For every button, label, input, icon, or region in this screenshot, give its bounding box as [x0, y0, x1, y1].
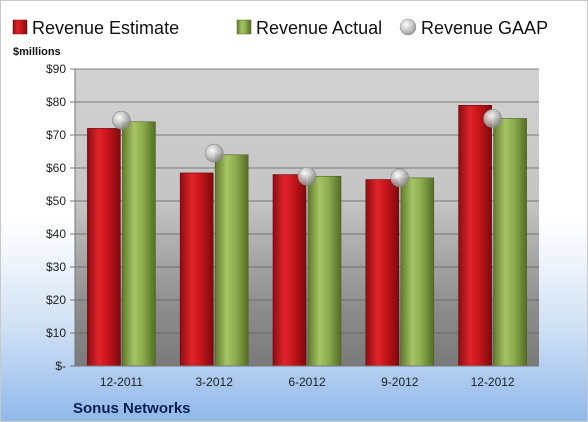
bar-revenue-actual — [400, 177, 435, 367]
y-axis-unit-label: $millions — [13, 46, 61, 58]
company-name: Sonus Networks — [73, 400, 191, 417]
marker-revenue-gaap — [297, 166, 317, 186]
marker-revenue-gaap — [390, 168, 410, 188]
bar-revenue-estimate — [87, 128, 121, 367]
legend-item-gaap: Revenue GAAP — [399, 18, 548, 38]
marker-revenue-gaap — [204, 143, 224, 163]
y-axis-ticks: $- $10 $20 $30 $40 $50 $60 $70 $80 $90 — [46, 62, 75, 373]
legend-label-gaap: Revenue GAAP — [421, 18, 548, 38]
legend-label-estimate: Revenue Estimate — [32, 18, 179, 38]
y-tick-label: $90 — [46, 62, 66, 76]
bar-revenue-actual — [122, 121, 156, 367]
y-tick-label: $60 — [46, 161, 66, 175]
y-tick-label: $10 — [46, 326, 66, 340]
x-tick-label: 12-2012 — [471, 375, 515, 389]
bar-revenue-estimate — [458, 105, 492, 367]
y-tick-label: $- — [55, 359, 66, 373]
x-tick-label: 9-2012 — [381, 375, 419, 389]
x-tick-label: 12-2011 — [100, 375, 143, 389]
y-tick-label: $80 — [46, 95, 66, 109]
bars — [87, 105, 527, 367]
x-tick-label: 6-2012 — [288, 375, 326, 389]
legend-label-actual: Revenue Actual — [256, 18, 382, 38]
y-tick-label: $20 — [46, 293, 66, 307]
y-tick-label: $70 — [46, 128, 66, 142]
legend-item-estimate: Revenue Estimate — [12, 18, 179, 38]
y-tick-label: $30 — [46, 260, 66, 274]
x-tick-label: 3-2012 — [196, 375, 234, 389]
bar-revenue-estimate — [179, 172, 214, 367]
legend-item-actual: Revenue Actual — [236, 18, 382, 38]
bar-revenue-actual — [493, 118, 527, 367]
bar-revenue-actual — [214, 154, 249, 367]
marker-revenue-gaap — [483, 109, 502, 128]
y-tick-label: $40 — [46, 227, 66, 241]
bar-revenue-estimate — [365, 179, 400, 367]
x-axis-ticks: 12-2011 3-2012 6-2012 9-2012 12-2012 — [100, 375, 515, 389]
legend-swatch-gaap — [399, 18, 417, 36]
y-tick-label: $50 — [46, 194, 66, 208]
legend: Revenue Estimate Revenue Actual Revenue … — [12, 18, 548, 38]
legend-swatch-actual — [236, 19, 252, 35]
bar-revenue-estimate — [272, 174, 307, 367]
marker-revenue-gaap — [112, 110, 131, 130]
legend-swatch-estimate — [12, 19, 28, 35]
bar-revenue-actual — [307, 175, 342, 367]
gaap-markers — [112, 109, 502, 188]
